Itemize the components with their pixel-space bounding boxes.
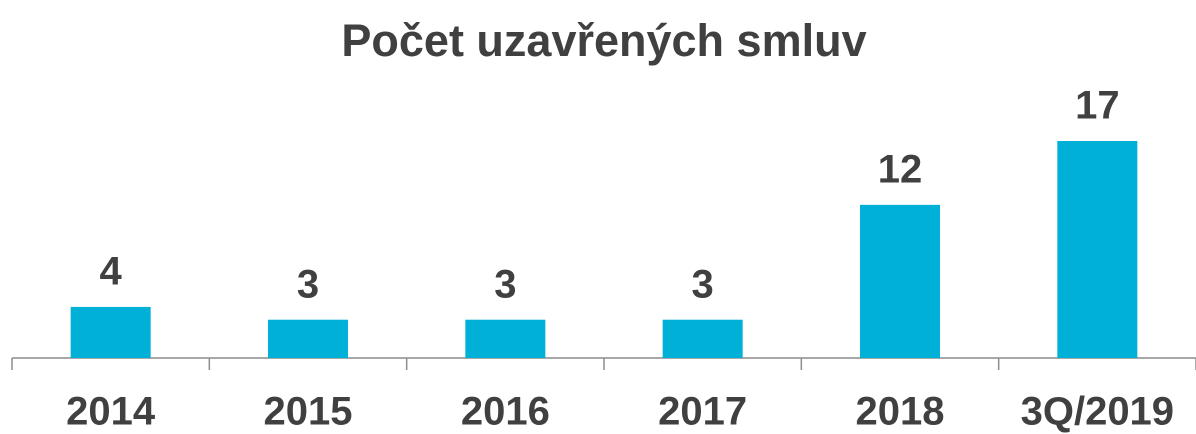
- bar: [662, 319, 743, 358]
- value-label: 3: [297, 262, 319, 306]
- value-label: 3: [692, 262, 714, 306]
- x-tick-label: 2015: [264, 390, 353, 434]
- value-label: 3: [494, 262, 516, 306]
- bar: [1057, 141, 1138, 358]
- value-label: 12: [878, 147, 923, 191]
- bar: [860, 204, 940, 358]
- x-tick-label: 2014: [66, 390, 156, 434]
- bar: [268, 319, 348, 358]
- bar: [70, 306, 151, 358]
- x-tick-label: 2017: [658, 390, 747, 434]
- x-tick-label: 3Q/2019: [1021, 390, 1174, 434]
- x-tick-label: 2016: [461, 390, 550, 434]
- value-label: 4: [100, 250, 123, 294]
- x-tick-label: 2018: [856, 390, 945, 434]
- value-label: 17: [1075, 84, 1120, 128]
- bar: [465, 319, 546, 358]
- chart-title: Počet uzavřených smluv: [341, 15, 866, 66]
